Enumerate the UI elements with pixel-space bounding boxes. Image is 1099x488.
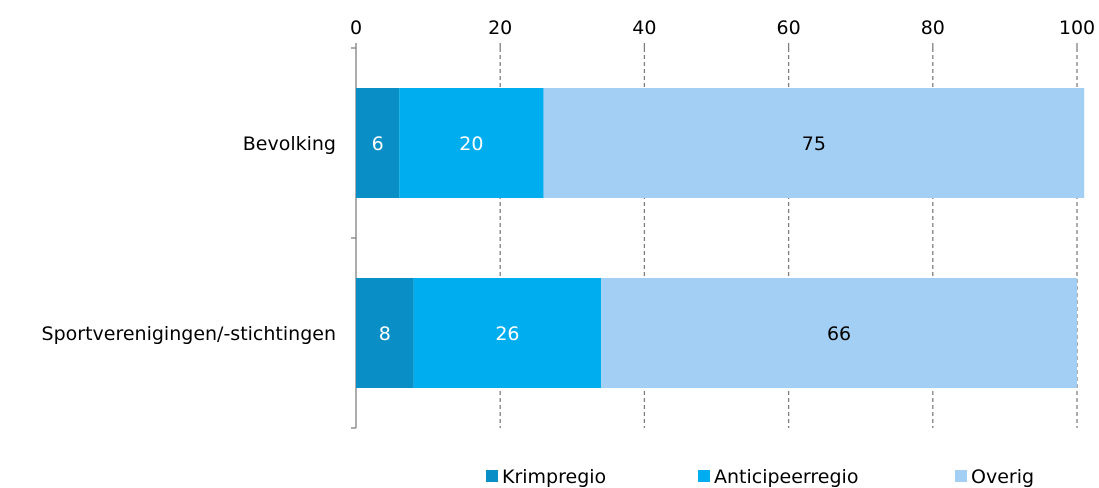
bars: 6 20 75 8 26 66 [356,88,1085,388]
bar-segment-krimpregio [356,88,400,198]
legend-swatch-overig [955,470,967,482]
data-label: 6 [372,133,384,155]
legend-label: Anticipeerregio [714,466,858,488]
bar-segment-overig [601,278,1077,388]
legend-swatch-krimpregio [486,470,498,482]
legend: Krimpregio Anticipeerregio Overig [486,466,1034,488]
x-axis-ticks: 0 20 40 60 80 100 [350,17,1095,39]
bar-segment-anticipeerregio [413,278,602,388]
bar-segment-krimpregio [356,278,414,388]
x-tick-label: 100 [1059,17,1095,39]
data-label: 20 [459,133,483,155]
legend-swatch-anticipeerregio [698,470,710,482]
category-label: Bevolking [243,133,336,155]
legend-label: Overig [971,466,1034,488]
bar-segment-overig [543,88,1085,198]
x-tick-label: 80 [921,17,945,39]
category-label: Sportverenigingen/-stichtingen [42,323,336,345]
data-label: 8 [379,323,391,345]
data-label: 75 [802,133,826,155]
data-label: 26 [495,323,519,345]
data-label: 66 [827,323,851,345]
x-tick-label: 0 [350,17,362,39]
legend-label: Krimpregio [502,466,606,488]
x-tick-label: 60 [777,17,801,39]
bar-segment-anticipeerregio [399,88,544,198]
x-tick-label: 40 [632,17,656,39]
category-labels: Bevolking Sportverenigingen/-stichtingen [42,133,336,345]
x-tick-label: 20 [488,17,512,39]
